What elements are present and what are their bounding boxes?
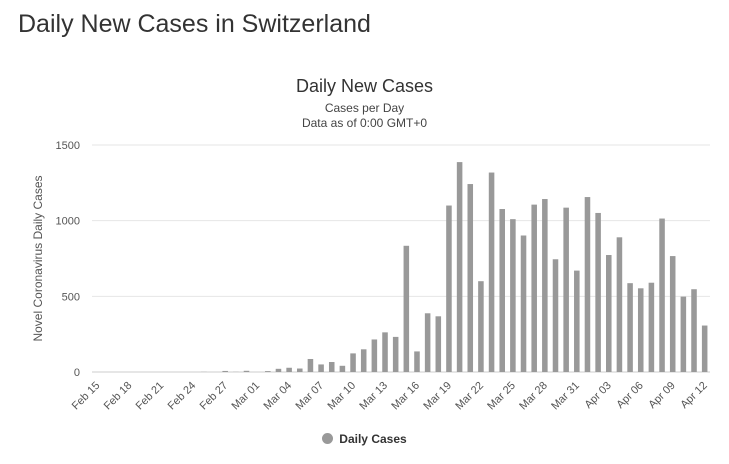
y-axis-label: Novel Coronavirus Daily Cases — [31, 175, 45, 341]
bar[interactable] — [275, 368, 282, 372]
x-tick-label: Apr 03 — [582, 380, 613, 411]
x-tick-label: Feb 18 — [102, 380, 135, 413]
bar[interactable] — [606, 255, 612, 372]
bars — [201, 162, 708, 372]
x-tick-label: Mar 10 — [325, 380, 358, 413]
bar[interactable] — [531, 204, 537, 372]
page-heading: Daily New Cases in Switzerland — [18, 10, 371, 38]
bar[interactable] — [382, 332, 388, 372]
legend-label: Daily Cases — [339, 432, 407, 446]
bar[interactable] — [339, 365, 346, 372]
bar-chart: 0 500 1000 1500 Feb 15 Feb 18 Feb 21 Feb 24 Feb… — [31, 140, 710, 413]
bar[interactable] — [510, 219, 516, 372]
chart-subtitle-line-1: Cases per Day — [324, 101, 405, 115]
bar[interactable] — [552, 259, 559, 372]
bar[interactable] — [350, 353, 356, 372]
bar[interactable] — [265, 371, 271, 372]
chart-title: Daily New Cases — [295, 76, 434, 96]
y-tick-label: 1500 — [56, 140, 80, 152]
x-tick-label: Mar 22 — [453, 380, 486, 413]
y-tick-label: 1000 — [56, 216, 80, 228]
x-tick-label: Apr 09 — [646, 380, 677, 411]
x-tick-label: Apr 06 — [614, 380, 645, 411]
bar[interactable] — [297, 368, 303, 372]
bar[interactable] — [478, 281, 484, 372]
legend-dot-icon — [322, 433, 334, 444]
bar[interactable] — [360, 349, 367, 372]
bar[interactable] — [392, 336, 399, 372]
bar[interactable] — [467, 184, 474, 372]
x-tick-label: Mar 25 — [485, 380, 518, 413]
y-tick-label: 500 — [62, 291, 80, 303]
bar[interactable] — [701, 325, 708, 372]
bar[interactable] — [435, 316, 442, 372]
bar[interactable] — [371, 339, 378, 372]
bar[interactable] — [424, 313, 431, 372]
bar[interactable] — [286, 367, 292, 372]
bar[interactable] — [659, 218, 665, 372]
bar[interactable] — [328, 362, 335, 372]
bar[interactable] — [680, 296, 687, 372]
bar[interactable] — [574, 270, 580, 372]
bar[interactable] — [318, 364, 324, 372]
x-tick-label: Feb 27 — [198, 380, 231, 413]
x-tick-label: Mar 19 — [421, 380, 454, 413]
x-tick-label: Mar 13 — [357, 380, 390, 413]
bar[interactable] — [648, 282, 655, 372]
x-tick-label: Mar 07 — [294, 380, 327, 413]
bar[interactable] — [499, 209, 505, 372]
x-tick-label: Feb 21 — [134, 380, 167, 413]
bar[interactable] — [669, 256, 676, 372]
bar[interactable] — [414, 351, 420, 372]
bar[interactable] — [691, 289, 697, 372]
y-axis: 0 500 1000 1500 — [56, 140, 80, 379]
bar[interactable] — [584, 197, 591, 372]
bar[interactable] — [403, 245, 410, 372]
y-tick-label: 0 — [74, 367, 80, 379]
x-tick-label: Mar 31 — [549, 380, 582, 413]
chart-subtitle-line-2: Data as of 0:00 GMT+0 — [301, 116, 428, 130]
x-tick-label: Mar 04 — [262, 380, 295, 413]
x-tick-label: Mar 16 — [389, 380, 422, 413]
x-tick-label: Feb 15 — [70, 380, 103, 413]
bar[interactable] — [542, 199, 548, 372]
bar[interactable] — [456, 162, 463, 372]
bar[interactable] — [243, 370, 250, 372]
bar[interactable] — [488, 172, 495, 372]
bar[interactable] — [637, 288, 644, 372]
bar[interactable] — [595, 212, 601, 372]
x-tick-label: Mar 01 — [230, 380, 263, 413]
bar[interactable] — [563, 207, 569, 372]
x-tick-label: Apr 12 — [678, 380, 709, 411]
chart-panel: Daily New Cases Cases per Day Data as of… — [0, 52, 729, 464]
legend-item-daily-cases[interactable]: Daily Cases — [0, 432, 729, 446]
bar[interactable] — [520, 235, 527, 372]
bar[interactable] — [446, 205, 452, 372]
bar[interactable] — [222, 370, 228, 372]
x-axis: Feb 15 Feb 18 Feb 21 Feb 24 Feb 27 Mar 01 Mar … — [70, 380, 710, 413]
x-tick-label: Feb 24 — [166, 380, 199, 413]
x-tick-label: Mar 28 — [517, 380, 550, 413]
bar[interactable] — [307, 358, 314, 372]
bar[interactable] — [616, 237, 623, 372]
bar[interactable] — [627, 283, 633, 372]
